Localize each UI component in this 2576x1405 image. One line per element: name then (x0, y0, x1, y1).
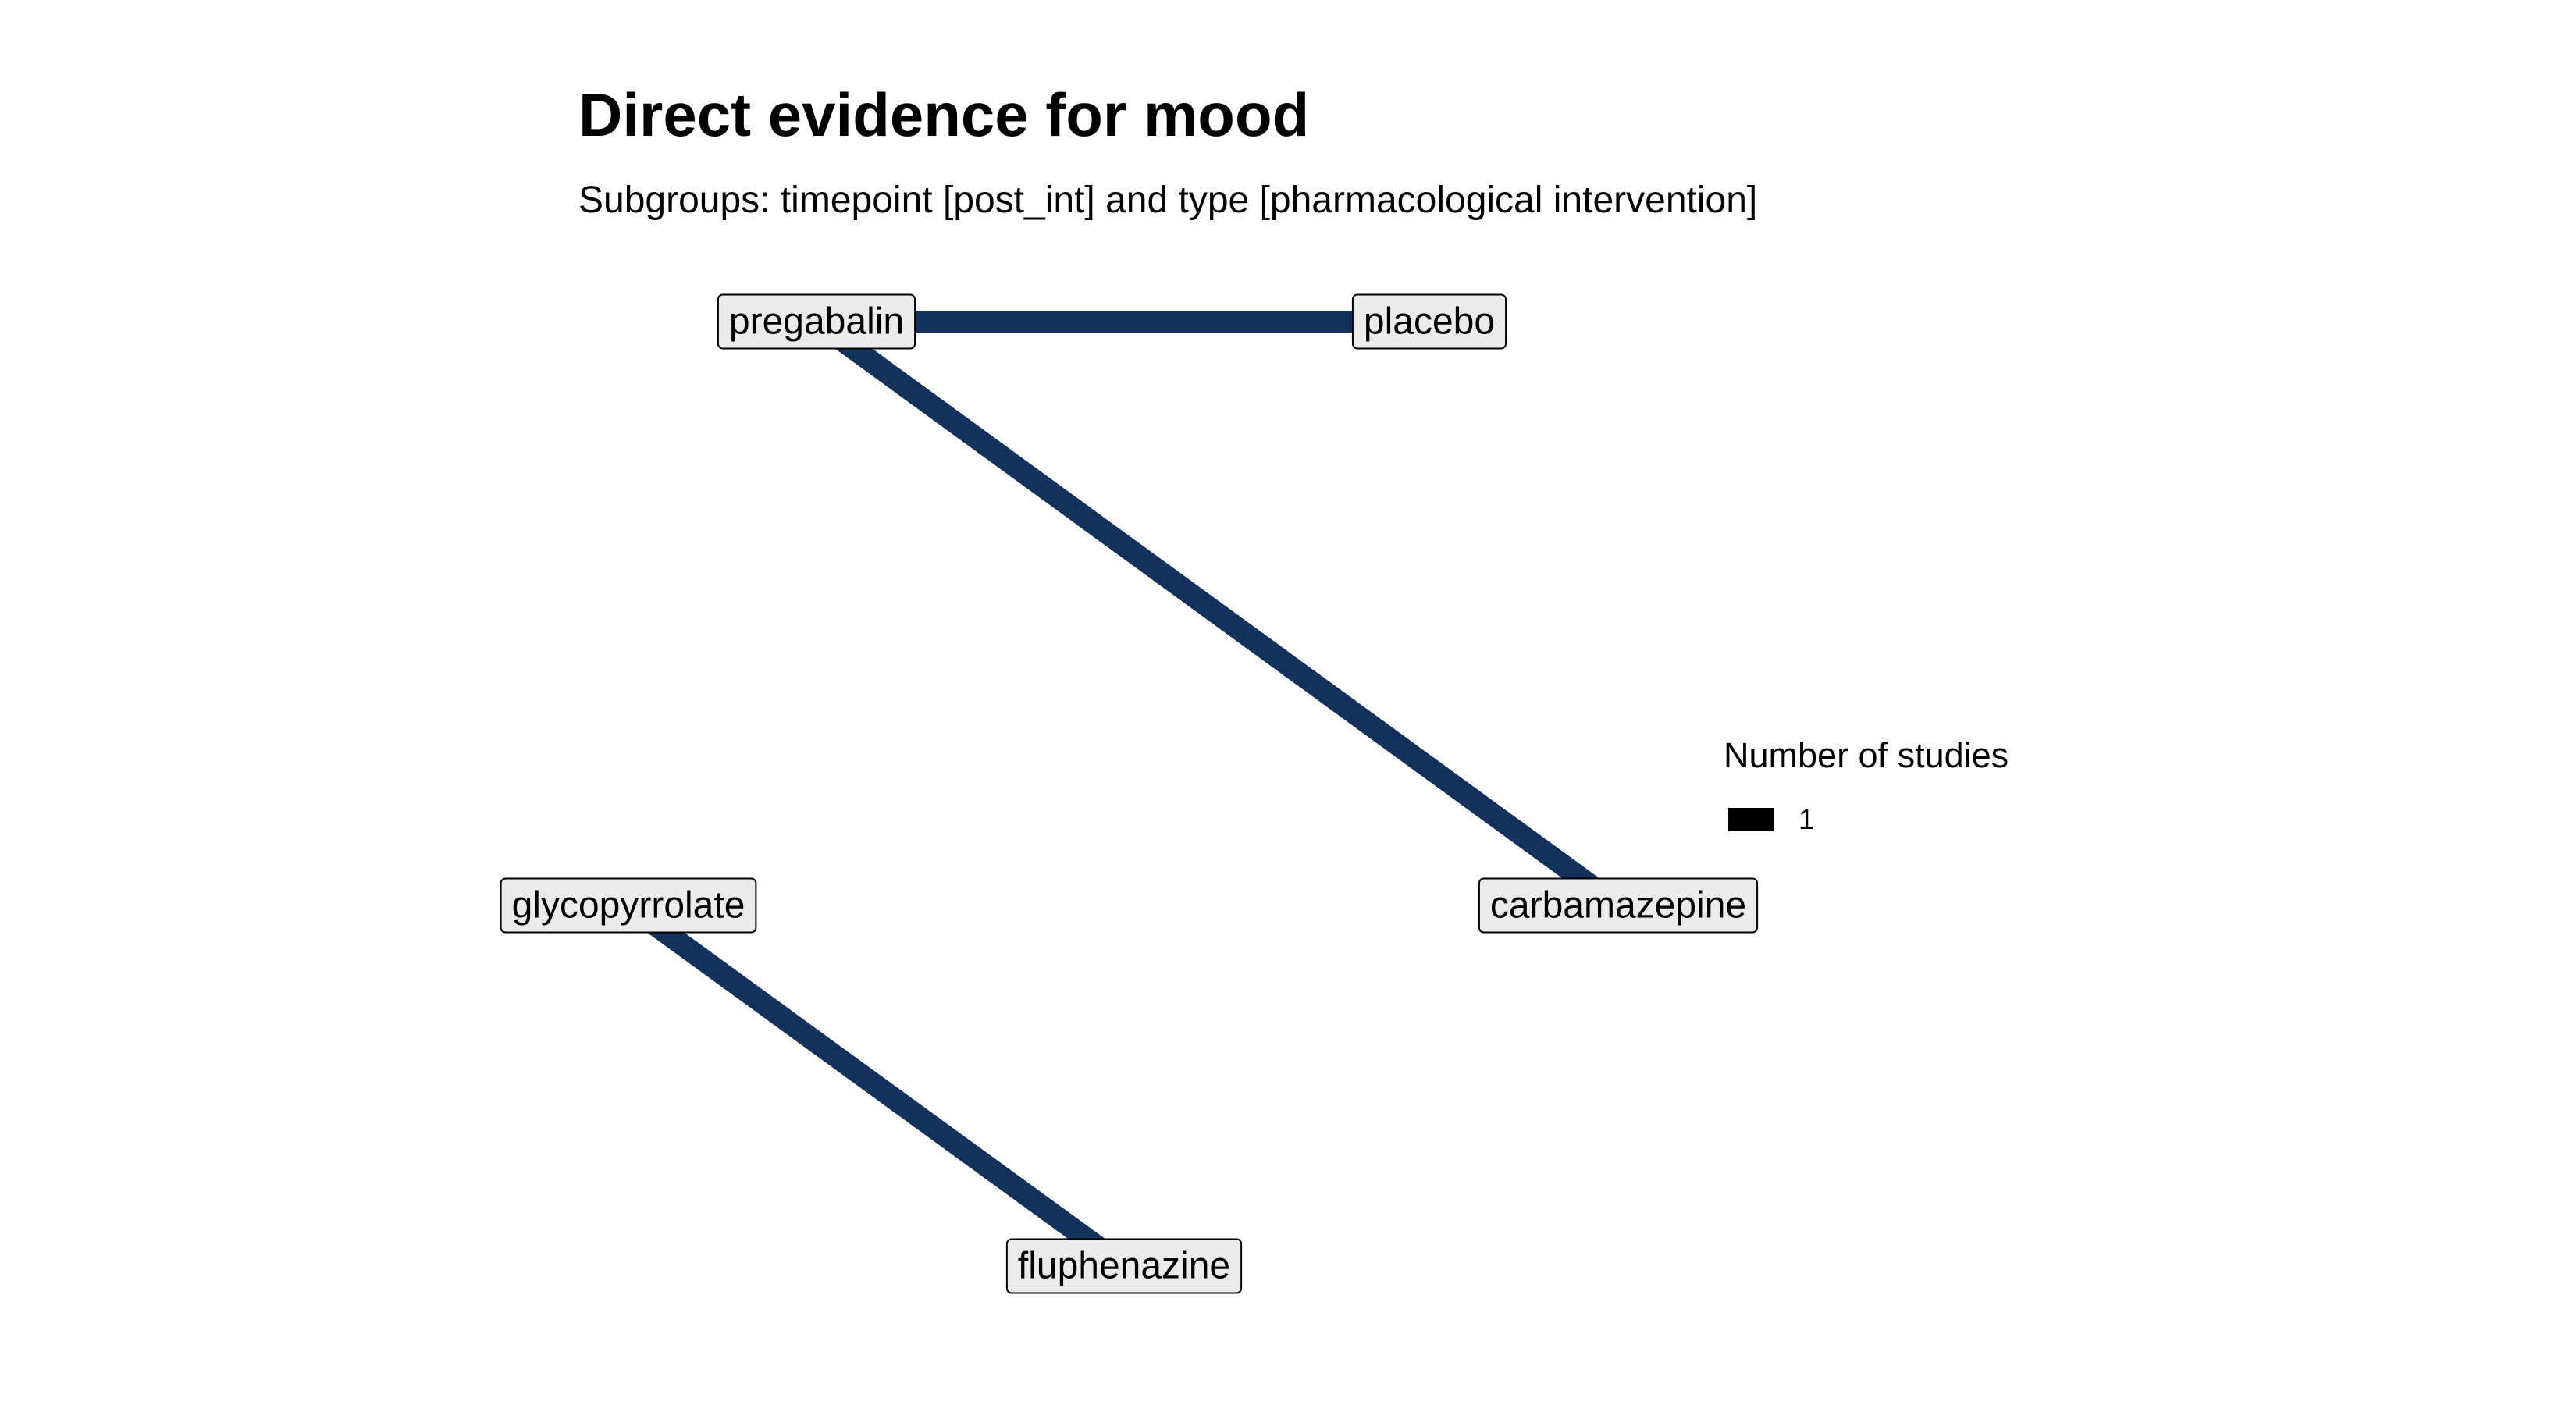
node-label-text: placebo (1364, 301, 1495, 343)
node-box (717, 293, 916, 350)
node-pregabalin: pregabalin (717, 293, 916, 350)
edge-pregabalin-carbamazepine (809, 312, 1625, 915)
edge-glycopyrrolate-fluphenazine (621, 896, 1131, 1275)
node-box (1005, 1238, 1243, 1294)
node-placebo: placebo (1351, 293, 1507, 350)
plot-title: Direct evidence for mood (578, 80, 1310, 149)
node-box (500, 877, 757, 934)
legend-title: Number of studies (1724, 735, 2009, 775)
plot-subtitle: Subgroups: timepoint [post_int] and type… (578, 180, 1758, 221)
node-label-text: pregabalin (729, 301, 904, 343)
node-glycopyrrolate: glycopyrrolate (500, 877, 757, 934)
nodes-layer: pregabalin placebo carbamazepine glycopyrro… (500, 293, 1759, 1294)
edges-layer (621, 311, 1625, 1275)
node-label-text: fluphenazine (1018, 1246, 1230, 1287)
node-box (1478, 877, 1759, 934)
node-carbamazepine: carbamazepine (1478, 877, 1759, 934)
node-label-text: glycopyrrolate (512, 885, 745, 927)
node-box (1351, 293, 1507, 350)
node-label-text: carbamazepine (1490, 885, 1746, 927)
legend-key-label: 1 (1799, 803, 1815, 835)
node-fluphenazine: fluphenazine (1005, 1238, 1243, 1294)
legend-key-swatch (1728, 808, 1774, 831)
